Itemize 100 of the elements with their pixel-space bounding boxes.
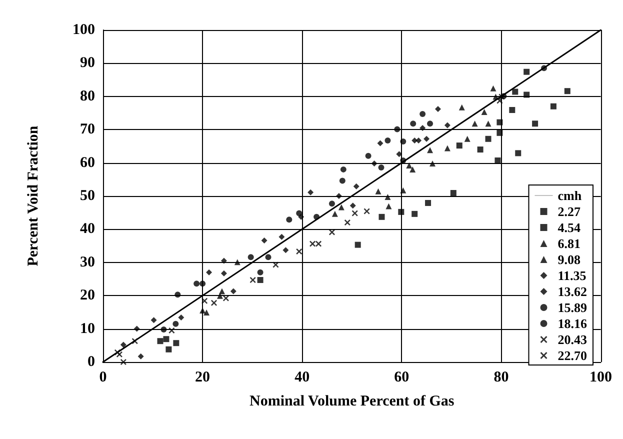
point	[234, 259, 240, 266]
y-tick-label: 60	[80, 154, 95, 171]
point	[218, 288, 225, 294]
point	[410, 166, 416, 172]
point	[425, 200, 432, 206]
y-tick-label: 80	[80, 88, 95, 104]
y-tick-label: 50	[80, 188, 95, 204]
point	[340, 166, 346, 172]
y-tick-label: 30	[80, 254, 95, 270]
legend-label: 2.27	[558, 204, 581, 219]
point	[308, 189, 314, 196]
point	[400, 187, 406, 194]
point	[157, 338, 164, 344]
y-tick-label: 70	[80, 122, 95, 138]
point	[163, 336, 170, 342]
point	[410, 120, 416, 127]
point	[394, 126, 400, 132]
point	[332, 210, 338, 217]
point	[400, 138, 406, 145]
point	[168, 327, 175, 334]
point	[412, 210, 418, 217]
point	[173, 340, 180, 346]
point	[427, 120, 434, 127]
point	[206, 269, 212, 276]
point	[336, 193, 342, 199]
point	[398, 208, 404, 215]
point	[490, 85, 496, 92]
x-tick-label: 80	[494, 370, 509, 386]
point	[564, 88, 570, 94]
legend-label: 9.08	[558, 252, 581, 267]
legend-label: 4.54	[558, 220, 581, 235]
point	[532, 120, 538, 127]
point	[550, 103, 556, 110]
point	[464, 136, 470, 142]
point	[353, 183, 360, 190]
point	[424, 136, 430, 142]
point	[509, 107, 516, 114]
point	[524, 68, 530, 75]
point	[420, 124, 426, 131]
point	[200, 280, 206, 287]
point	[371, 160, 378, 166]
legend-label: 18.16	[558, 316, 588, 331]
point	[481, 109, 488, 116]
point	[134, 326, 140, 332]
point	[456, 142, 462, 149]
point	[120, 342, 126, 348]
point	[265, 254, 272, 260]
point	[160, 326, 167, 332]
legend-label: cmh	[558, 188, 582, 203]
point	[512, 88, 518, 95]
point	[378, 164, 384, 170]
point	[296, 210, 302, 216]
point	[296, 248, 302, 254]
point	[172, 320, 179, 327]
point	[204, 310, 210, 316]
point	[120, 359, 126, 365]
point	[427, 147, 434, 154]
point	[458, 104, 465, 110]
point	[352, 210, 358, 216]
point	[248, 254, 254, 260]
point	[406, 162, 412, 168]
point	[444, 145, 450, 152]
point	[282, 247, 289, 254]
point	[350, 202, 356, 209]
point	[216, 292, 223, 299]
point	[202, 298, 208, 304]
point	[416, 138, 422, 144]
y-tick-label: 90	[80, 55, 95, 72]
legend-label: 13.62	[558, 284, 587, 299]
point	[278, 234, 285, 240]
point	[477, 146, 484, 153]
point	[541, 65, 547, 72]
x-tick-label: 0	[99, 370, 107, 386]
x-axis-title: Nominal Volume Percent of Gas	[250, 394, 454, 410]
point	[230, 288, 236, 294]
point	[354, 242, 361, 248]
point	[178, 314, 184, 321]
point	[386, 203, 392, 210]
legend-label: 6.81	[558, 236, 580, 251]
y-axis-title: Percent Void Fraction	[26, 125, 42, 266]
point	[211, 300, 217, 306]
point	[444, 122, 450, 128]
legend-label: 15.89	[558, 300, 588, 315]
y-tick-label: 100	[72, 22, 95, 38]
point	[400, 157, 406, 164]
point	[375, 188, 382, 194]
x-tick-label: 40	[294, 370, 310, 386]
y-tick-label: 40	[80, 221, 95, 238]
point	[261, 237, 268, 244]
legend-label: 22.70	[558, 348, 587, 363]
point	[310, 240, 316, 247]
point	[434, 106, 441, 112]
point	[524, 92, 530, 98]
point	[316, 240, 322, 247]
point	[250, 276, 256, 283]
point	[430, 160, 436, 166]
point	[384, 138, 391, 144]
point	[257, 276, 264, 283]
point	[338, 204, 344, 210]
point	[174, 292, 181, 298]
